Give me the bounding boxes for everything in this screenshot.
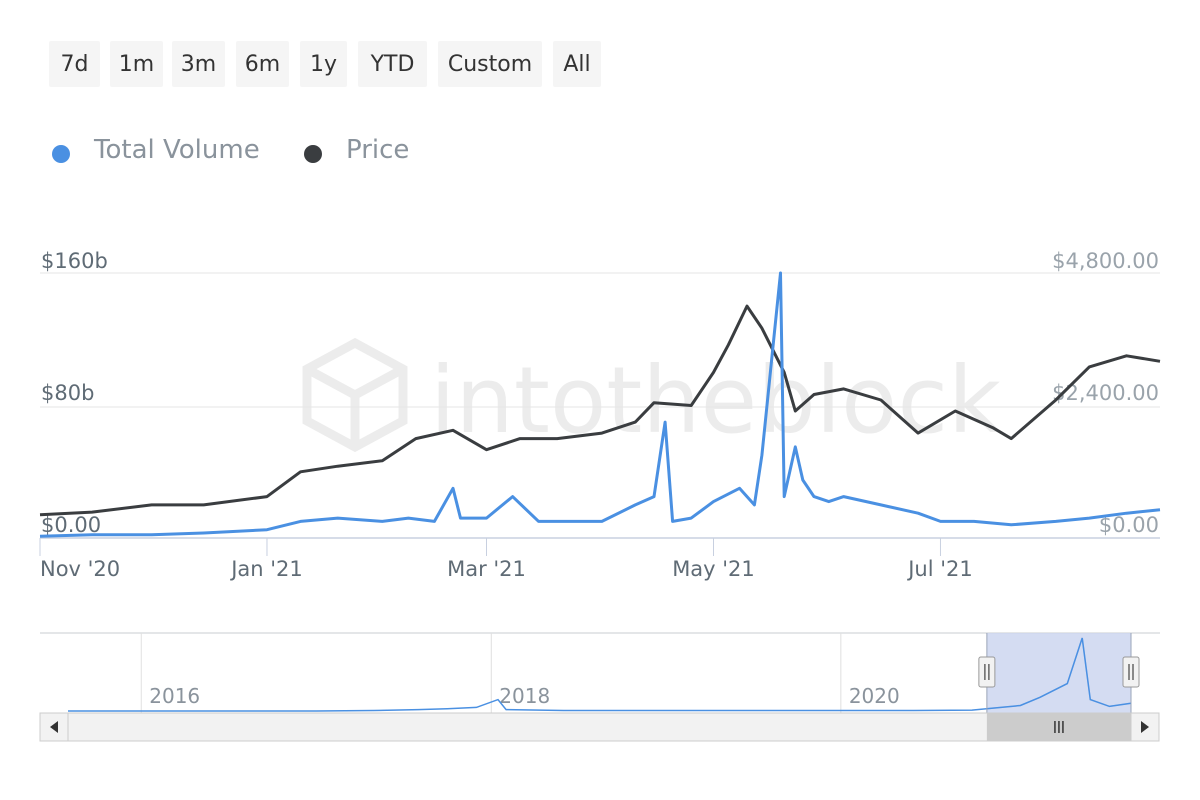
y-left-tick-label: $0.00: [41, 513, 101, 537]
x-tick-label: Nov '20: [40, 557, 120, 581]
navigator-left-handle[interactable]: [978, 656, 996, 688]
legend-item-total-volume[interactable]: Total Volume: [52, 132, 282, 172]
range-7d-button[interactable]: 7d: [49, 41, 100, 87]
legend-label: Price: [346, 135, 410, 165]
watermark: intotheblock: [302, 337, 1002, 454]
scrollbar[interactable]: [39, 712, 1160, 742]
scroll-right-button[interactable]: [1130, 712, 1160, 742]
legend-item-price[interactable]: Price: [304, 132, 424, 172]
x-tick-label: May '21: [672, 557, 755, 581]
range-all-button[interactable]: All: [553, 41, 601, 87]
range-6m-button[interactable]: 6m: [236, 41, 289, 87]
legend-label: Total Volume: [94, 135, 260, 165]
navigator-tick-label: 2018: [499, 684, 550, 708]
navigator-right-handle[interactable]: [1122, 656, 1140, 688]
x-axis: Nov '20 Jan '21 Mar '21 May '21 Jul '21: [39, 538, 973, 581]
grip-icon: [1054, 721, 1064, 733]
range-1y-button[interactable]: 1y: [300, 41, 347, 87]
legend-dot-icon: [52, 145, 70, 163]
volume-series-line: [39, 271, 1161, 538]
x-tick-label: Mar '21: [447, 557, 526, 581]
y-left-tick-label: $80b: [41, 381, 94, 405]
watermark-logo-icon: [302, 337, 408, 453]
arrow-right-icon: [1141, 721, 1149, 733]
navigator-selected-range[interactable]: [986, 633, 1131, 713]
legend-dot-icon: [304, 145, 322, 163]
grid: [40, 272, 1160, 539]
price-series-line: [39, 304, 1161, 517]
navigator[interactable]: 2016 2018 2020: [40, 632, 1160, 713]
navigator-grid: 2016 2018 2020: [140, 633, 900, 713]
range-3m-button[interactable]: 3m: [172, 41, 225, 87]
range-custom-button[interactable]: Custom: [438, 41, 542, 87]
y-right-tick-label: $4,800.00: [1052, 249, 1159, 273]
x-tick-label: Jan '21: [229, 557, 303, 581]
navigator-volume-line-selected: [986, 637, 1131, 710]
navigator-volume-line: [68, 637, 1132, 712]
watermark-text: intotheblock: [430, 347, 1002, 454]
arrow-left-icon: [50, 721, 58, 733]
navigator-tick-label: 2016: [149, 684, 200, 708]
x-tick-label: Jul '21: [906, 557, 973, 581]
y-right-tick-label: $2,400.00: [1052, 381, 1159, 405]
range-1m-button[interactable]: 1m: [110, 41, 163, 87]
range-ytd-button[interactable]: YTD: [358, 41, 427, 87]
scroll-left-button[interactable]: [39, 712, 69, 742]
y-left-tick-label: $160b: [41, 249, 108, 273]
navigator-tick-label: 2020: [849, 684, 900, 708]
